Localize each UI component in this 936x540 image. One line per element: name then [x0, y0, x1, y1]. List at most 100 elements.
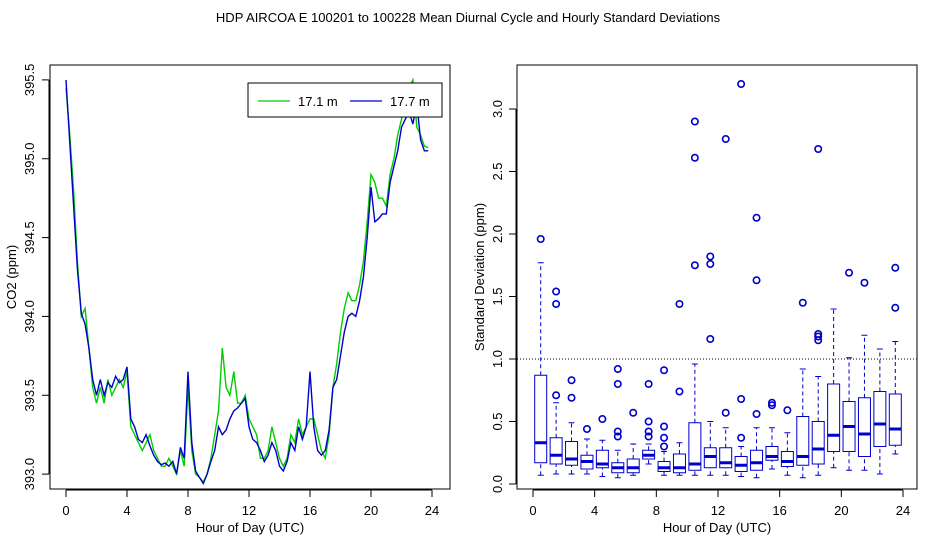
outlier-point — [567, 376, 576, 385]
outlier-point — [552, 391, 561, 400]
right-axes: 0 4 8 12 16 20 24 0.0 0.5 1.0 1.5 2.0 2.5 3.0 — [490, 100, 917, 518]
boxplot-hour — [626, 408, 640, 476]
boxplot-hour — [842, 268, 856, 471]
series-line-2 — [65, 79, 429, 486]
iqr-box — [873, 391, 887, 447]
boxplot-hour — [565, 376, 579, 475]
outlier-point — [613, 379, 622, 388]
co2-diurnal-cycle-panel: 0 4 8 12 16 20 24 393.0 393.5 394.0 394.5 395.0 395.… — [4, 64, 451, 535]
left-x-tick-label: 0 — [62, 503, 69, 518]
iqr-box — [827, 383, 841, 452]
iqr-box — [672, 453, 686, 474]
outlier-point — [814, 329, 823, 338]
left-y-tick-label: 393.5 — [22, 379, 37, 412]
outlier-point — [891, 303, 900, 312]
iqr-box — [811, 421, 825, 465]
left-x-axis-label: Hour of Day (UTC) — [196, 520, 304, 535]
boxplot-hour — [580, 424, 594, 475]
right-y-tick-label: 0.5 — [490, 412, 505, 430]
left-y-tick-label: 393.0 — [22, 458, 37, 491]
right-y-tick-label: 3.0 — [490, 100, 505, 118]
outlier-point — [644, 432, 653, 441]
left-y-axis-label: CO2 (ppm) — [4, 245, 19, 309]
outlier-point — [783, 406, 792, 415]
boxplot-hour — [611, 364, 625, 479]
series-line-1 — [65, 77, 429, 484]
boxplot-hour — [873, 348, 887, 475]
outlier-point — [660, 422, 669, 431]
outlier-point — [798, 298, 807, 307]
hourly-std-dev-panel: 0 4 8 12 16 20 24 0.0 0.5 1.0 1.5 2.0 2.5 3.0 Hour of… — [472, 64, 918, 535]
left-x-tick-label: 4 — [123, 503, 130, 518]
outlier-point — [567, 393, 576, 402]
outlier-point — [752, 409, 761, 418]
iqr-box — [888, 393, 902, 446]
outlier-point — [706, 259, 715, 268]
outlier-point — [690, 117, 699, 126]
left-y-tick-label: 394.5 — [22, 221, 37, 254]
right-boxplots — [534, 80, 902, 479]
outlier-point — [752, 213, 761, 222]
outlier-point — [613, 432, 622, 441]
right-y-tick-label: 1.0 — [490, 350, 505, 368]
boxplot-hour — [811, 145, 825, 476]
right-y-axis-label: Standard Deviation (ppm) — [472, 203, 487, 351]
right-y-tick-label: 1.5 — [490, 287, 505, 305]
outlier-point — [613, 364, 622, 373]
left-x-tick-label: 20 — [364, 503, 378, 518]
outlier-point — [737, 433, 746, 442]
right-plot-frame — [516, 64, 918, 490]
outlier-point — [737, 394, 746, 403]
outlier-point — [660, 442, 669, 451]
boxplot-hour — [642, 379, 656, 465]
iqr-box — [780, 451, 794, 467]
outlier-point — [891, 263, 900, 272]
legend-label-series-2: 17.7 m — [390, 94, 430, 109]
boxplot-hour — [703, 252, 717, 476]
iqr-box — [626, 458, 640, 474]
boxplot-hour — [549, 287, 563, 475]
iqr-box — [750, 449, 764, 471]
boxplot-hour — [827, 308, 841, 469]
outlier-point — [752, 276, 761, 285]
iqr-box — [565, 441, 579, 466]
boxplot-hour — [534, 235, 548, 476]
outlier-point — [675, 387, 684, 396]
outlier-point — [767, 401, 776, 410]
right-y-tick-label: 2.5 — [490, 162, 505, 180]
outlier-point — [690, 261, 699, 270]
boxplot-hour — [750, 213, 764, 479]
left-x-tick-label: 16 — [303, 503, 317, 518]
outlier-point — [814, 332, 823, 341]
boxplot-hour — [688, 117, 702, 476]
iqr-box — [719, 447, 733, 469]
outlier-point — [814, 145, 823, 154]
boxplot-hour — [888, 263, 902, 455]
left-y-tick-label: 395.0 — [22, 142, 37, 175]
outlier-point — [644, 417, 653, 426]
left-series-lines — [65, 77, 429, 486]
outlier-point — [598, 414, 607, 423]
iqr-box — [549, 437, 563, 465]
right-x-axis-label: Hour of Day (UTC) — [663, 520, 771, 535]
outlier-point — [721, 135, 730, 144]
right-x-tick-label: 24 — [896, 503, 910, 518]
outlier-point — [582, 424, 591, 433]
right-y-tick-label: 0.0 — [490, 475, 505, 493]
boxplot-hour — [857, 278, 871, 471]
figure-title: HDP AIRCOA E 100201 to 100228 Mean Diurn… — [216, 10, 721, 25]
iqr-box — [765, 446, 779, 461]
right-x-tick-label: 4 — [591, 503, 598, 518]
outlier-point — [660, 366, 669, 375]
legend-box — [247, 82, 443, 118]
boxplot-hour — [734, 80, 748, 477]
right-x-tick-label: 0 — [529, 503, 536, 518]
right-x-tick-label: 16 — [772, 503, 786, 518]
boxplot-hour — [672, 299, 686, 476]
right-y-tick-label: 2.0 — [490, 225, 505, 243]
outlier-point — [613, 427, 622, 436]
left-x-tick-label: 12 — [242, 503, 256, 518]
right-x-tick-label: 8 — [653, 503, 660, 518]
